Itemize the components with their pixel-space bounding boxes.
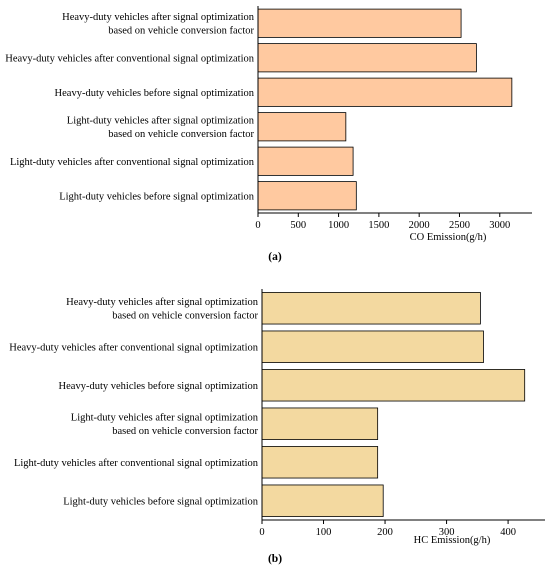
category-label: Heavy-duty vehicles after signal optimiz… (66, 297, 259, 308)
x-tick-label: 100 (316, 527, 332, 538)
bar (257, 112, 347, 142)
bar (261, 330, 484, 363)
x-tick-label: 300 (439, 527, 455, 538)
x-tick-label: 1500 (368, 220, 389, 231)
category-label: Light-duty vehicles after conventional s… (10, 157, 255, 168)
bar (257, 77, 513, 107)
category-label: Light-duty vehicles after signal optimiz… (67, 116, 255, 127)
x-tick-label: 2500 (449, 220, 470, 231)
x-axis-title: CO Emission(g/h) (410, 232, 487, 243)
panel-label: (b) (268, 553, 282, 565)
bar (261, 407, 379, 440)
category-label: based on vehicle conversion factor (108, 129, 254, 140)
bar (261, 292, 481, 325)
category-label: Light-duty vehicles after conventional s… (14, 458, 259, 469)
bar (257, 181, 357, 211)
bar (261, 369, 526, 402)
category-label: Light-duty vehicles after signal optimiz… (71, 413, 259, 424)
x-tick-label: 3000 (489, 220, 510, 231)
bar (257, 8, 462, 38)
chart-panel-1: Heavy-duty vehicles after signal optimiz… (9, 289, 545, 565)
x-tick-label: 0 (259, 527, 264, 538)
category-label: based on vehicle conversion factor (112, 311, 258, 322)
x-axis-title: HC Emission(g/h) (414, 535, 491, 546)
x-tick-label: 500 (290, 220, 306, 231)
bar (261, 484, 384, 517)
category-label: Heavy-duty vehicles after signal optimiz… (62, 12, 255, 23)
category-label: Heavy-duty vehicles before signal optimi… (55, 88, 255, 99)
chart-panel-0: Heavy-duty vehicles after signal optimiz… (5, 6, 532, 263)
x-tick-label: 200 (377, 527, 393, 538)
bar (261, 446, 379, 479)
category-label: Heavy-duty vehicles after conventional s… (9, 342, 258, 353)
category-label: Light-duty vehicles before signal optimi… (59, 191, 255, 202)
category-label: based on vehicle conversion factor (112, 426, 258, 437)
x-tick-label: 1000 (328, 220, 349, 231)
category-label: Heavy-duty vehicles after conventional s… (5, 53, 254, 64)
bar (257, 146, 354, 176)
panel-label: (a) (268, 251, 282, 263)
bar (257, 43, 477, 73)
x-tick-label: 400 (500, 527, 516, 538)
category-label: Light-duty vehicles before signal optimi… (63, 496, 259, 507)
category-label: based on vehicle conversion factor (108, 26, 254, 37)
category-label: Heavy-duty vehicles before signal optimi… (59, 381, 259, 392)
x-tick-label: 2000 (409, 220, 430, 231)
x-tick-label: 0 (255, 220, 260, 231)
